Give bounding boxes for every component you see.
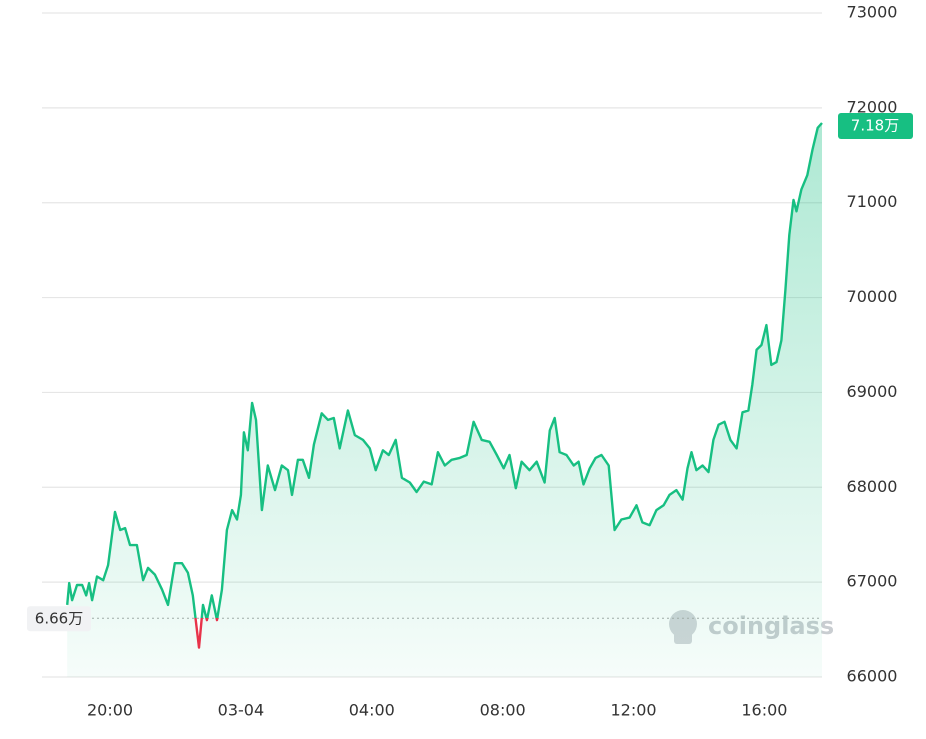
x-tick-label: 12:00 [610, 701, 656, 720]
last-value-badge [838, 113, 913, 140]
y-tick-label: 72000 [847, 97, 898, 116]
y-tick-label: 66000 [847, 667, 898, 686]
area-fill [67, 123, 823, 677]
x-tick-label: 20:00 [87, 701, 133, 720]
reference-badge [27, 606, 91, 632]
x-tick-label: 03-04 [218, 701, 265, 720]
y-tick-label: 70000 [847, 287, 898, 306]
x-tick-label: 16:00 [741, 701, 787, 720]
y-tick-label: 71000 [847, 192, 898, 211]
y-tick-label: 73000 [847, 3, 898, 22]
last-value-label: 7.18万 [851, 117, 899, 135]
y-tick-label: 69000 [847, 382, 898, 401]
x-tick-label: 08:00 [480, 701, 526, 720]
y-tick-label: 68000 [847, 477, 898, 496]
y-tick-label: 67000 [847, 572, 898, 591]
x-tick-label: 04:00 [349, 701, 395, 720]
reference-label: 6.66万 [35, 610, 83, 628]
price-line [66, 122, 823, 649]
